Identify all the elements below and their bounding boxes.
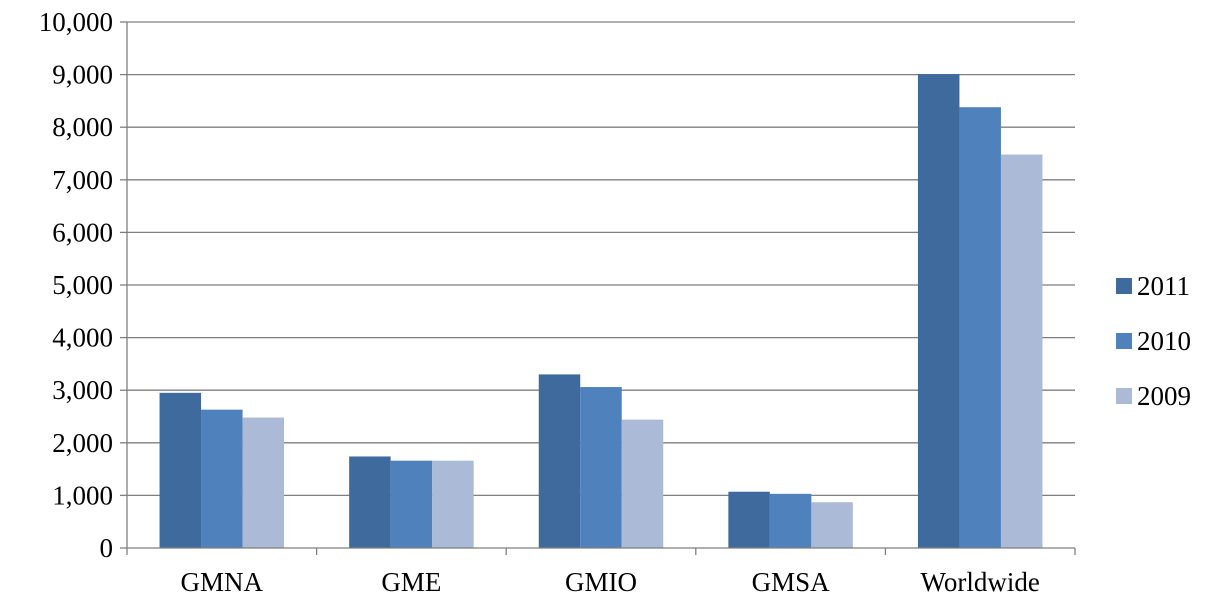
- bar-2010-worldwide: [959, 107, 1001, 548]
- bar-2009-worldwide: [1000, 154, 1043, 548]
- bar-2010-gme: [390, 460, 433, 548]
- bar-2011-gmna: [159, 392, 202, 548]
- bar-2009-gmio: [621, 419, 664, 548]
- y-tick-label: 2,000: [52, 428, 113, 458]
- y-tick-label: 6,000: [52, 217, 113, 247]
- legend-swatch-2010: [1116, 333, 1132, 349]
- bar-2010-gmsa: [769, 493, 812, 548]
- legend-label-2009: 2009: [1137, 381, 1191, 411]
- legend-swatch-2011: [1116, 278, 1132, 294]
- bar-2010-gmio: [580, 387, 622, 548]
- gridlines: [127, 21, 1075, 497]
- legend-swatch-2009: [1116, 388, 1132, 404]
- x-tick-label: Worldwide: [921, 567, 1040, 597]
- y-tick-label: 5,000: [52, 270, 113, 300]
- x-axis-ticks: GMNA GME GMIO GMSA Worldwide: [126, 548, 1076, 597]
- bar-2009-gme: [432, 460, 474, 548]
- legend-label-2010: 2010: [1137, 326, 1191, 356]
- bar-2011-gmio: [538, 374, 581, 548]
- y-tick-label: 1,000: [52, 480, 113, 510]
- bar-2009-gmna: [242, 417, 285, 548]
- x-tick-label: GME: [381, 567, 441, 597]
- bars: [159, 74, 1043, 548]
- y-tick-label: 7,000: [52, 165, 113, 195]
- bar-2009-gmsa: [811, 502, 853, 548]
- y-tick-label: 10,000: [39, 7, 113, 37]
- bar-2011-gmsa: [728, 491, 770, 548]
- y-tick-label: 3,000: [52, 375, 113, 405]
- bar-2010-gmna: [201, 409, 243, 548]
- legend: 2011 2010 2009: [1116, 271, 1191, 411]
- y-tick-label: 8,000: [52, 112, 113, 142]
- bar-2011-worldwide: [917, 74, 960, 548]
- bar-2011-gme: [349, 456, 391, 548]
- y-tick-label: 9,000: [52, 60, 113, 90]
- x-tick-label: GMIO: [565, 567, 637, 597]
- y-axis-ticks: 0 1,000 2,000 3,000 4,000 5,000 6,000 7,000 8,00…: [39, 7, 127, 563]
- x-tick-label: GMNA: [181, 567, 264, 597]
- y-tick-label: 4,000: [52, 323, 113, 353]
- legend-label-2011: 2011: [1137, 271, 1190, 301]
- y-tick-label: 0: [100, 533, 114, 563]
- x-tick-label: GMSA: [752, 567, 831, 597]
